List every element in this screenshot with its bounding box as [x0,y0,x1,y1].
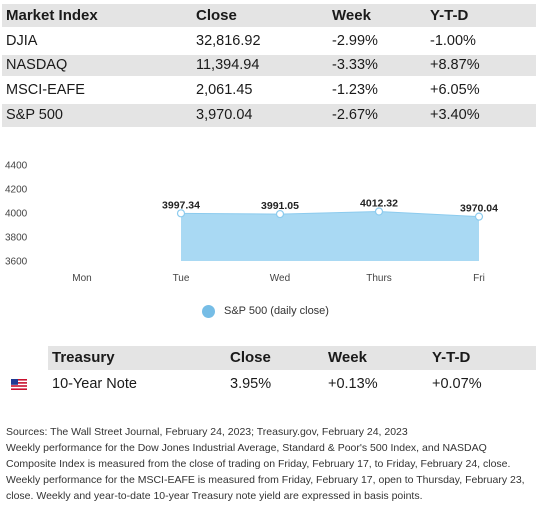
series-line [180,211,480,218]
y-tick-label: 4400 [5,161,28,172]
index-ytd: +6.05% [426,76,536,102]
index-close: 32,816.92 [192,27,328,53]
legend-marker [202,304,215,318]
index-ytd: -1.00% [426,27,536,53]
index-close: 11,394.94 [192,51,328,78]
index-name: DJIA [2,27,192,53]
footnote-sources: Sources: The Wall Street Journal, Februa… [6,426,408,438]
header-week: Week [324,346,428,371]
header-blank [2,346,48,371]
x-tick-label: Thurs [366,273,392,284]
treasury-close: 3.95% [226,369,324,396]
x-tick-label: Mon [72,273,91,284]
header-close: Close [226,346,324,371]
table-row: MSCI-EAFE 2,061.45 -1.23% +6.05% [2,76,536,102]
index-week: -3.33% [328,51,426,78]
market-table-header: Market Index Close Week Y-T-D [2,4,536,29]
table-row: S&P 500 3,970.04 -2.67% +3.40% [2,100,536,127]
data-label: 3997.34 [162,199,200,211]
treasury-week: +0.13% [324,369,428,396]
index-close: 2,061.45 [192,76,328,102]
table-row: DJIA 32,816.92 -2.99% -1.00% [2,27,536,53]
footnote-weekly-us: Weekly performance for the Dow Jones Ind… [6,442,511,470]
index-week: -1.23% [328,76,426,102]
y-tick-label: 3800 [5,233,28,244]
table-row: 10-Year Note 3.95% +0.13% +0.07% [2,369,536,396]
data-point [474,212,484,221]
index-name: NASDAQ [2,51,192,78]
index-week: -2.99% [328,27,426,53]
index-ytd: +3.40% [426,100,536,127]
index-ytd: +8.87% [426,51,536,78]
us-flag-icon [11,378,27,390]
data-point [176,209,186,218]
legend-label: S&P 500 (daily close) [224,305,329,317]
y-tick-label: 3600 [5,257,28,268]
x-tick-label: Tue [173,273,190,284]
index-close: 3,970.04 [192,100,328,127]
treasury-label: 10-Year Note [48,369,226,396]
data-point [374,207,384,216]
header-treasury: Treasury [48,346,226,371]
x-tick-label: Fri [473,273,485,284]
y-tick-label: 4200 [5,185,28,196]
index-name: MSCI-EAFE [2,76,192,102]
footnotes: Sources: The Wall Street Journal, Februa… [6,424,536,504]
header-week: Week [332,7,371,24]
treasury-table-header: Treasury Close Week Y-T-D [2,346,536,371]
header-market-index: Market Index [6,7,98,24]
chart-legend: S&P 500 (daily close) [202,304,329,318]
series-area [181,211,479,261]
market-index-table: Market Index Close Week Y-T-D DJIA 32,81… [2,4,536,127]
data-point [275,209,285,219]
x-tick-label: Wed [270,273,290,284]
header-ytd: Y-T-D [430,7,469,24]
sp500-chart: 3600 3800 4000 4200 4400 3997.34 3991.05 4012.3… [0,152,540,332]
data-label: 3991.05 [261,200,299,212]
y-tick-label: 4000 [5,209,28,220]
flag-cell [2,369,48,396]
index-name: S&P 500 [2,100,192,127]
table-row: NASDAQ 11,394.94 -3.33% +8.87% [2,51,536,78]
data-label: 3970.04 [460,203,498,215]
treasury-table: Treasury Close Week Y-T-D 10-Year Note 3… [2,346,536,396]
index-week: -2.67% [328,100,426,127]
chart-plot: 3600 3800 4000 4200 4400 3997.34 3991.05 4012.3… [5,161,498,285]
data-label: 4012.32 [360,198,398,210]
header-ytd: Y-T-D [428,346,536,371]
header-close: Close [196,7,237,24]
footnote-weekly-eafe: Weekly performance for the MSCI-EAFE is … [6,474,525,502]
treasury-ytd: +0.07% [428,369,536,396]
